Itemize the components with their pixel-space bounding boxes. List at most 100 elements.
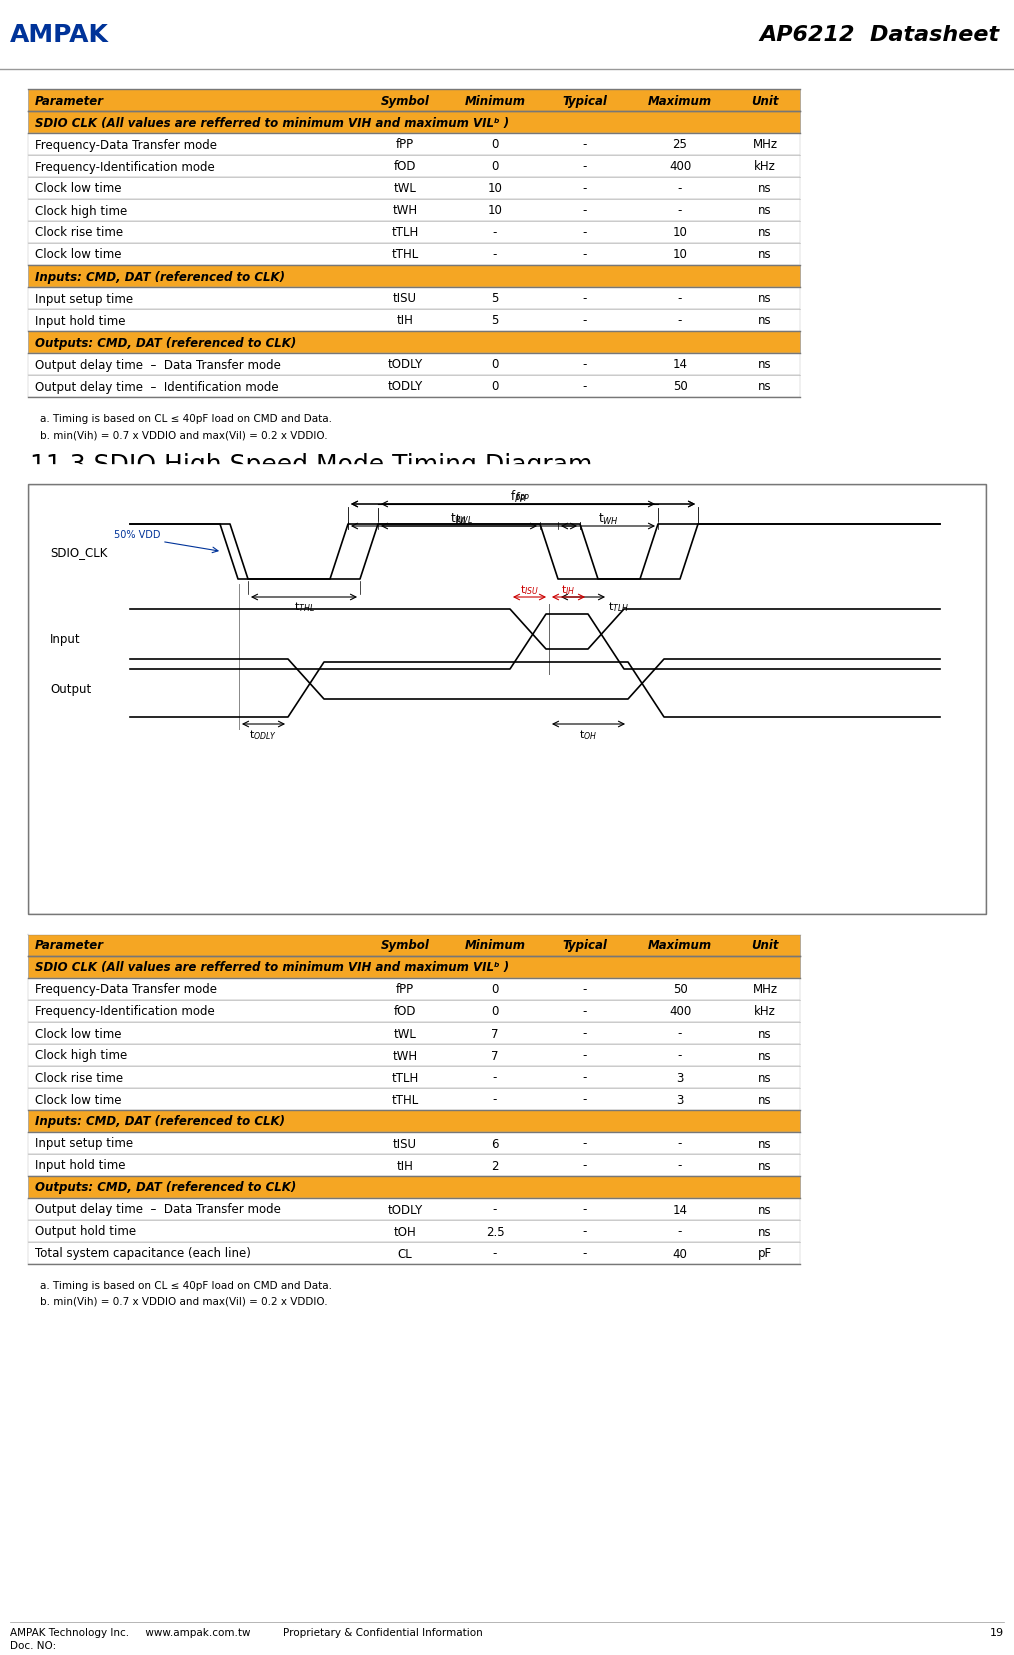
Text: ns: ns xyxy=(758,182,772,195)
Text: 50: 50 xyxy=(672,381,687,394)
Text: Minimum: Minimum xyxy=(464,94,525,108)
Text: ns: ns xyxy=(758,1071,772,1084)
Text: SDIO CLK (All values are refferred to minimum VIH and maximum VILᵇ ): SDIO CLK (All values are refferred to mi… xyxy=(35,962,509,973)
Bar xyxy=(28,288,800,309)
Text: t$_{WL}$: t$_{WL}$ xyxy=(449,511,468,526)
Text: 14: 14 xyxy=(672,1203,687,1216)
Text: Maximum: Maximum xyxy=(648,94,712,108)
Text: -: - xyxy=(493,1071,497,1084)
Bar xyxy=(28,978,800,1000)
Text: -: - xyxy=(493,248,497,261)
Text: tIH: tIH xyxy=(396,1158,414,1172)
Text: Frequency-Identification mode: Frequency-Identification mode xyxy=(35,1005,215,1018)
Text: -: - xyxy=(583,1137,587,1150)
Text: ns: ns xyxy=(758,314,772,328)
Text: 0: 0 xyxy=(492,357,499,371)
Text: 400: 400 xyxy=(669,1005,692,1018)
Text: -: - xyxy=(583,357,587,371)
Text: Unit: Unit xyxy=(751,94,779,108)
Text: -: - xyxy=(583,1203,587,1216)
Text: Symbol: Symbol xyxy=(380,938,430,952)
Text: Typical: Typical xyxy=(563,938,607,952)
Text: kHz: kHz xyxy=(754,161,776,174)
Bar xyxy=(28,1111,800,1132)
Text: pF: pF xyxy=(757,1246,772,1259)
Text: Clock low time: Clock low time xyxy=(35,1026,122,1039)
Text: ns: ns xyxy=(758,1049,772,1063)
Text: ns: ns xyxy=(758,1203,772,1216)
Text: tODLY: tODLY xyxy=(387,381,423,394)
Text: t$_{ODLY}$: t$_{ODLY}$ xyxy=(249,728,278,741)
Text: Clock rise time: Clock rise time xyxy=(35,227,123,240)
Text: 10: 10 xyxy=(488,204,503,217)
Text: -: - xyxy=(493,1203,497,1216)
Text: Input hold time: Input hold time xyxy=(35,1158,126,1172)
Bar xyxy=(28,1177,800,1198)
Text: 0: 0 xyxy=(492,139,499,151)
Text: Outputs: CMD, DAT (referenced to CLK): Outputs: CMD, DAT (referenced to CLK) xyxy=(35,1180,296,1193)
Text: 50: 50 xyxy=(672,983,687,996)
Bar xyxy=(28,89,800,113)
Bar xyxy=(28,376,800,397)
Text: Clock low time: Clock low time xyxy=(35,1092,122,1106)
Bar xyxy=(28,156,800,177)
Text: Maximum: Maximum xyxy=(648,938,712,952)
Text: Clock high time: Clock high time xyxy=(35,204,127,217)
Text: Frequency-Data Transfer mode: Frequency-Data Transfer mode xyxy=(35,983,217,996)
Text: AMPAK: AMPAK xyxy=(10,23,108,46)
Text: tIH: tIH xyxy=(396,314,414,328)
Text: Output hold time: Output hold time xyxy=(35,1225,136,1238)
Text: tISU: tISU xyxy=(393,1137,417,1150)
Text: Output delay time  –  Identification mode: Output delay time – Identification mode xyxy=(35,381,279,394)
Bar xyxy=(28,113,800,134)
Text: -: - xyxy=(677,1225,682,1238)
Text: tTLH: tTLH xyxy=(391,1071,419,1084)
Bar xyxy=(28,309,800,331)
Text: Frequency-Data Transfer mode: Frequency-Data Transfer mode xyxy=(35,139,217,151)
Text: -: - xyxy=(583,381,587,394)
Text: 0: 0 xyxy=(492,381,499,394)
Text: MHz: MHz xyxy=(752,139,778,151)
Text: t$_{WH}$: t$_{WH}$ xyxy=(597,511,619,526)
Bar xyxy=(28,243,800,266)
Text: tTHL: tTHL xyxy=(391,1092,419,1106)
Text: tTLH: tTLH xyxy=(391,227,419,240)
Text: ns: ns xyxy=(758,248,772,261)
Text: a. Timing is based on CL ≤ 40pF load on CMD and Data.: a. Timing is based on CL ≤ 40pF load on … xyxy=(40,414,332,424)
Text: tODLY: tODLY xyxy=(387,1203,423,1216)
Text: b. min(Vih) = 0.7 x VDDIO and max(Vil) = 0.2 x VDDIO.: b. min(Vih) = 0.7 x VDDIO and max(Vil) =… xyxy=(40,1296,328,1306)
Bar xyxy=(28,177,800,200)
Text: 40: 40 xyxy=(672,1246,687,1259)
Text: -: - xyxy=(583,314,587,328)
Bar xyxy=(28,331,800,354)
Text: Input hold time: Input hold time xyxy=(35,314,126,328)
Text: ns: ns xyxy=(758,1225,772,1238)
Text: ns: ns xyxy=(758,1137,772,1150)
Bar xyxy=(0,480,28,920)
Bar xyxy=(28,200,800,222)
Bar xyxy=(28,1000,800,1023)
Text: ns: ns xyxy=(758,1092,772,1106)
Text: -: - xyxy=(493,227,497,240)
Text: -: - xyxy=(583,139,587,151)
Text: -: - xyxy=(677,1137,682,1150)
Text: -: - xyxy=(583,293,587,305)
Text: t$_{THL}$: t$_{THL}$ xyxy=(293,599,314,614)
Bar xyxy=(28,1044,800,1066)
Text: kHz: kHz xyxy=(754,1005,776,1018)
Text: Frequency-Identification mode: Frequency-Identification mode xyxy=(35,161,215,174)
Text: fPP: fPP xyxy=(395,983,414,996)
Text: 7: 7 xyxy=(491,1049,499,1063)
Bar xyxy=(28,1154,800,1177)
Text: Symbol: Symbol xyxy=(380,94,430,108)
Bar xyxy=(0,0,1014,70)
Text: b. min(Vih) = 0.7 x VDDIO and max(Vil) = 0.2 x VDDIO.: b. min(Vih) = 0.7 x VDDIO and max(Vil) =… xyxy=(40,430,328,440)
Text: Inputs: CMD, DAT (referenced to CLK): Inputs: CMD, DAT (referenced to CLK) xyxy=(35,1115,285,1127)
Bar xyxy=(28,266,800,288)
Text: -: - xyxy=(677,1049,682,1063)
Text: -: - xyxy=(583,1026,587,1039)
Bar xyxy=(28,915,986,935)
Text: 3: 3 xyxy=(676,1071,683,1084)
Text: -: - xyxy=(583,1246,587,1259)
Text: SDIO CLK (All values are refferred to minimum VIH and maximum VILᵇ ): SDIO CLK (All values are refferred to mi… xyxy=(35,116,509,129)
